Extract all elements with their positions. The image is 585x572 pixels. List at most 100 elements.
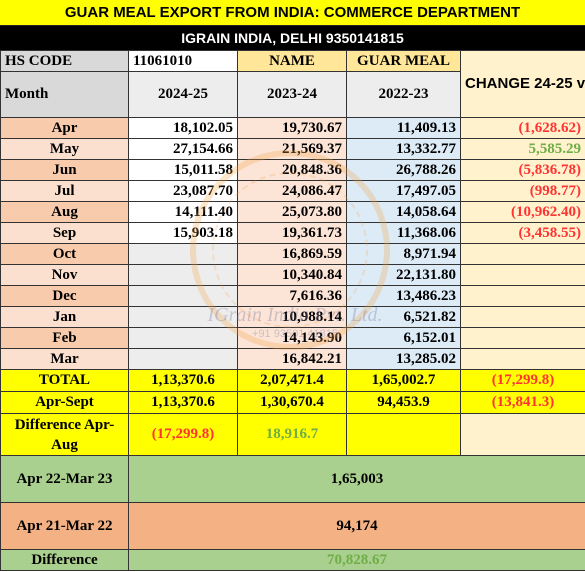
change-value: 5,585.29 — [460, 138, 585, 160]
month-row: Aug 14,111.40 25,073.80 14,058.64 (10,962.40… — [0, 201, 585, 223]
product-name: GUAR MEAL — [346, 50, 461, 72]
month-row: Feb 14,143.90 6,152.01 — [0, 327, 585, 349]
month-row: Dec 7,616.36 13,486.23 — [0, 285, 585, 307]
month-cell: Sep — [0, 222, 129, 244]
apr-sept-2022-23: 94,453.9 — [346, 391, 461, 414]
value-2024-25 — [128, 348, 238, 370]
value-2024-25 — [128, 285, 238, 307]
year-header-2023-24: 2023-24 — [237, 71, 347, 118]
total-2024-25: 1,13,370.6 — [128, 369, 238, 392]
change-value: (1,628.62) — [460, 117, 585, 139]
month-cell: Mar — [0, 348, 129, 370]
change-value: (10,962.40) — [460, 201, 585, 223]
value-2023-24: 14,143.90 — [237, 327, 347, 349]
value-2022-23: 11,368.06 — [346, 222, 461, 244]
value-2023-24: 7,616.36 — [237, 285, 347, 307]
change-value — [460, 285, 585, 307]
difference-apr-aug-value-1: (17,299.8) — [128, 413, 238, 456]
hs-code-label: HS CODE — [0, 50, 129, 72]
value-2022-23: 11,409.13 — [346, 117, 461, 139]
value-2022-23: 14,058.64 — [346, 201, 461, 223]
month-row: Apr 18,102.05 19,730.67 11,409.13 (1,628.62) — [0, 117, 585, 139]
value-2023-24: 25,073.80 — [237, 201, 347, 223]
month-row: Jun 15,011.58 20,848.36 26,788.26 (5,836.78) — [0, 159, 585, 181]
apr-sept-change: (13,841.3) — [460, 391, 585, 414]
value-2023-24: 24,086.47 — [237, 180, 347, 202]
value-2022-23: 6,152.01 — [346, 327, 461, 349]
month-cell: Dec — [0, 285, 129, 307]
sheet-subtitle: IGRAIN INDIA, DELHI 9350141815 — [0, 26, 585, 50]
sheet-title: GUAR MEAL EXPORT FROM INDIA: COMMERCE DE… — [0, 0, 585, 26]
value-2023-24: 16,869.59 — [237, 243, 347, 265]
apr-sept-2023-24: 1,30,670.4 — [237, 391, 347, 414]
value-2024-25 — [128, 327, 238, 349]
difference-apr-aug-row: Difference Apr-Aug (17,299.8) 18,916.7 — [0, 413, 585, 456]
hs-code-value: 11061010 — [128, 50, 238, 72]
change-value: (5,836.78) — [460, 159, 585, 181]
value-2022-23: 22,131.80 — [346, 264, 461, 286]
header-row-1: HS CODE 11061010 NAME GUAR MEAL CHANGE 2… — [0, 50, 585, 118]
value-2024-25: 18,102.05 — [128, 117, 238, 139]
value-2022-23: 13,332.77 — [346, 138, 461, 160]
difference-apr-aug-value-2: 18,916.7 — [237, 413, 347, 456]
total-label: TOTAL — [0, 369, 129, 392]
month-row: Jan 10,988.14 6,521.82 — [0, 306, 585, 328]
value-2024-25 — [128, 306, 238, 328]
month-row: Mar 16,842.21 13,285.02 — [0, 348, 585, 370]
change-value — [460, 306, 585, 328]
change-value — [460, 243, 585, 265]
apr22-mar23-row: Apr 22-Mar 23 1,65,003 — [0, 455, 585, 503]
value-2024-25: 15,011.58 — [128, 159, 238, 181]
value-2022-23: 26,788.26 — [346, 159, 461, 181]
value-2022-23: 8,971.94 — [346, 243, 461, 265]
change-value: (3,458.55) — [460, 222, 585, 244]
total-2023-24: 2,07,471.4 — [237, 369, 347, 392]
value-2024-25 — [128, 243, 238, 265]
difference-row: Difference 70,828.67 — [0, 549, 585, 571]
month-cell: Apr — [0, 117, 129, 139]
apr22-mar23-value: 1,65,003 — [128, 455, 585, 503]
value-2023-24: 16,842.21 — [237, 348, 347, 370]
month-row: Sep 15,903.18 19,361.73 11,368.06 (3,458.55) — [0, 222, 585, 244]
value-2023-24: 19,361.73 — [237, 222, 347, 244]
year-header-2024-25: 2024-25 — [128, 71, 238, 118]
month-cell: Jan — [0, 306, 129, 328]
header-row-2: Month 2024-25 2023-24 2022-23 — [0, 71, 585, 118]
month-cell: Aug — [0, 201, 129, 223]
value-2022-23: 6,521.82 — [346, 306, 461, 328]
month-cell: Oct — [0, 243, 129, 265]
value-2023-24: 10,988.14 — [237, 306, 347, 328]
change-value — [460, 264, 585, 286]
month-label: Month — [0, 71, 129, 118]
change-header: CHANGE 24-25 vs 23-34 — [460, 50, 585, 118]
difference-value: 70,828.67 — [128, 549, 585, 571]
value-2023-24: 20,848.36 — [237, 159, 347, 181]
change-value — [460, 348, 585, 370]
difference-apr-aug-empty-2 — [460, 413, 585, 456]
month-cell: Jun — [0, 159, 129, 181]
value-2024-25: 14,111.40 — [128, 201, 238, 223]
apr-sept-row: Apr-Sept 1,13,370.6 1,30,670.4 94,453.9 … — [0, 391, 585, 414]
change-value — [460, 327, 585, 349]
apr-sept-2024-25: 1,13,370.6 — [128, 391, 238, 414]
value-2024-25: 27,154.66 — [128, 138, 238, 160]
apr22-mar23-label: Apr 22-Mar 23 — [0, 455, 129, 503]
apr-sept-label: Apr-Sept — [0, 391, 129, 414]
total-row: TOTAL 1,13,370.6 2,07,471.4 1,65,002.7 (… — [0, 369, 585, 392]
apr21-mar22-label: Apr 21-Mar 22 — [0, 502, 129, 550]
value-2022-23: 17,497.05 — [346, 180, 461, 202]
value-2024-25: 23,087.70 — [128, 180, 238, 202]
month-row: May 27,154.66 21,569.37 13,332.77 5,585.29 — [0, 138, 585, 160]
month-row: Nov 10,340.84 22,131.80 — [0, 264, 585, 286]
difference-label: Difference — [0, 549, 129, 571]
month-cell: Nov — [0, 264, 129, 286]
name-label: NAME — [237, 50, 347, 72]
export-table: HS CODE 11061010 NAME GUAR MEAL CHANGE 2… — [0, 50, 585, 571]
value-2024-25: 15,903.18 — [128, 222, 238, 244]
year-header-2022-23: 2022-23 — [346, 71, 461, 118]
total-change: (17,299.8) — [460, 369, 585, 392]
month-cell: Jul — [0, 180, 129, 202]
value-2022-23: 13,285.02 — [346, 348, 461, 370]
difference-apr-aug-label: Difference Apr-Aug — [0, 413, 129, 456]
